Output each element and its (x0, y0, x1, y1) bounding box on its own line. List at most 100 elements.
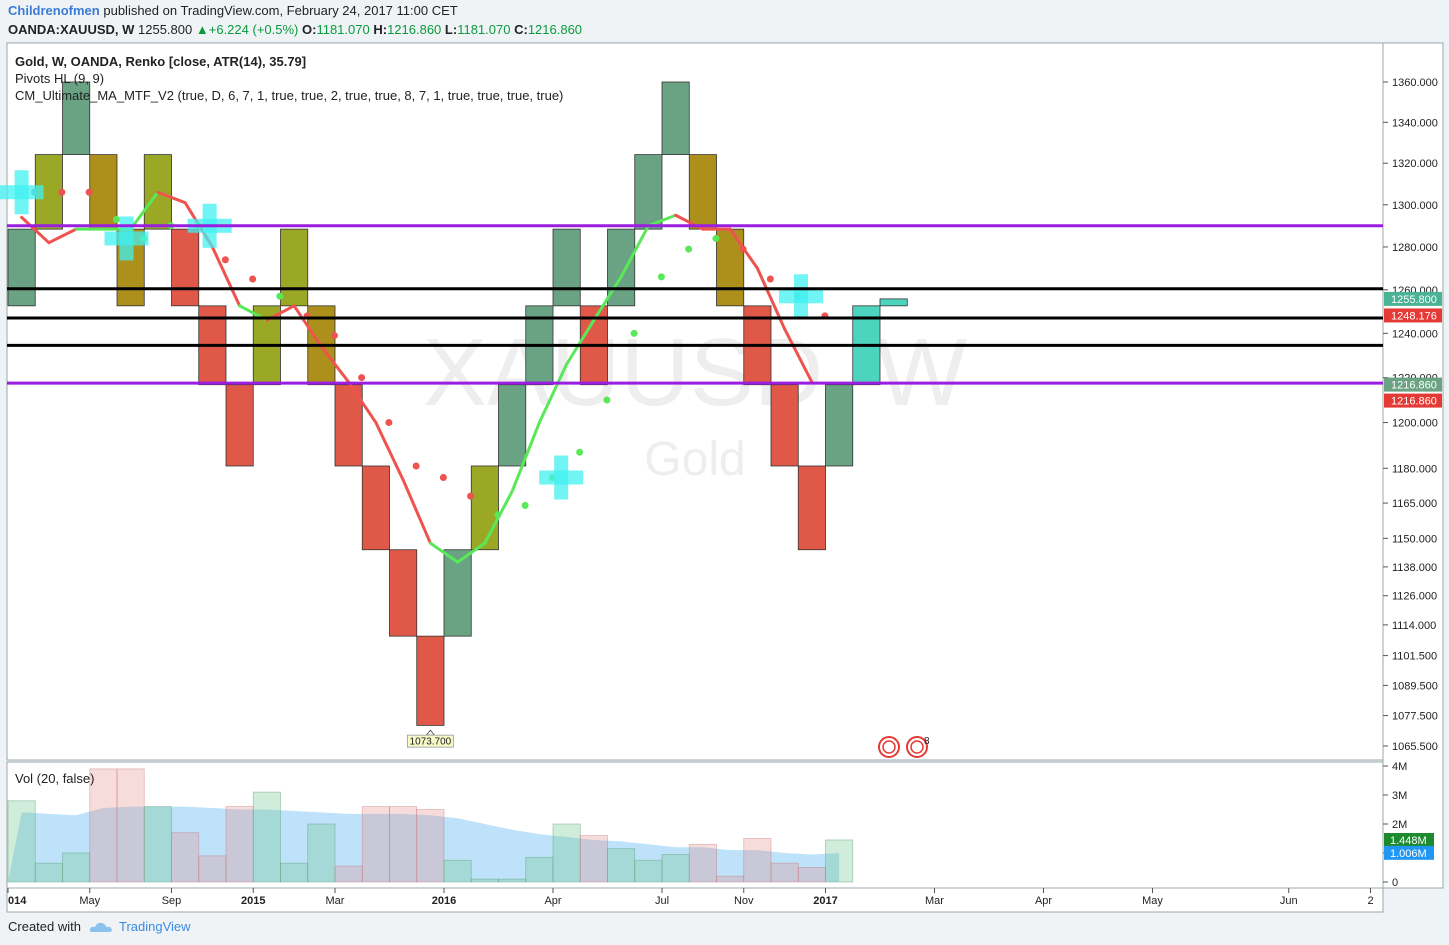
volume-tick-label: 0 (1392, 877, 1398, 889)
renko-brick (879, 298, 908, 307)
pivot-dot (576, 448, 584, 456)
price-tick-label: 1065.500 (1392, 741, 1438, 753)
flag-event-icon-2[interactable] (906, 736, 928, 758)
volume-bar (634, 859, 663, 883)
close-label: C: (514, 22, 528, 37)
low-marker: 1073.700 (406, 729, 454, 748)
price-tick-label: 1165.000 (1392, 498, 1437, 510)
renko-brick (89, 154, 118, 230)
open-label: O: (302, 22, 317, 37)
event-count: 8 (924, 736, 930, 747)
volume-bar (252, 791, 281, 883)
price-tick-label: 1101.500 (1392, 651, 1437, 663)
pivot-dot (276, 292, 284, 300)
price-tag-label: 1255.800 (1391, 294, 1437, 306)
ma-segment (592, 275, 623, 322)
ma-segment (510, 421, 541, 493)
volume-bar (716, 875, 745, 883)
time-tick-label: Apr (544, 895, 561, 907)
volume-bar (607, 848, 636, 883)
renko-brick (770, 384, 799, 467)
ma-segment (374, 421, 405, 482)
low-tag-bg (406, 734, 454, 748)
price-tick-label: 1126.000 (1392, 591, 1437, 603)
ma-segment (20, 215, 51, 245)
footer: Created with TradingView (8, 919, 191, 934)
volume-bar (361, 806, 390, 883)
symbol-info: OANDA:XAUUSD, W 1255.800 ▲+6.224 (+0.5%)… (8, 22, 582, 37)
renko-brick (334, 384, 363, 467)
volume-tick-label: 2M (1392, 819, 1407, 831)
time-axis[interactable] (6, 887, 1384, 913)
horizontal-lines (7, 224, 1383, 385)
volume-bar (770, 862, 799, 883)
volume-bar (34, 862, 63, 883)
cross-marker-v (793, 274, 808, 319)
cross-marker-v (554, 455, 569, 500)
cross-marker-v (14, 170, 29, 215)
pivot-dot (467, 492, 475, 500)
pivot-dot (712, 234, 720, 242)
volume-bar (225, 806, 254, 883)
ma-segment (401, 478, 432, 545)
tradingview-cloud-icon (89, 922, 112, 932)
close-value: 1216.860 (527, 22, 583, 37)
ma-segment (292, 304, 323, 349)
price-tick-label: 1240.000 (1392, 328, 1438, 340)
pivot-dot (439, 474, 447, 482)
tradingview-link[interactable]: TradingView (118, 919, 191, 934)
author-link[interactable]: Childrenofmen (8, 3, 100, 18)
time-tick-label: May (1142, 895, 1163, 907)
renko-brick (797, 465, 826, 551)
ma-segment (537, 362, 569, 425)
flag-event-icon[interactable] (878, 736, 900, 758)
renko-brick (552, 228, 581, 307)
price-tick-label: 1200.000 (1392, 418, 1438, 430)
volume-tag-label: 1.006M (1390, 848, 1427, 860)
renko-brick (470, 465, 499, 551)
pivot-dot (330, 332, 338, 340)
pivot-dot (685, 245, 693, 253)
volume-bar (198, 855, 227, 883)
pivot-dot (385, 419, 393, 427)
ma-segment (129, 190, 160, 231)
legend-ma[interactable]: CM_Ultimate_MA_MTF_V2 (true, D, 6, 7, 1,… (15, 88, 563, 103)
price-axis[interactable] (1382, 42, 1444, 889)
volume-bar (661, 854, 690, 883)
time-tick-label: 2 (1367, 895, 1373, 907)
watermark-name: Gold (644, 433, 745, 486)
pivot-dot (249, 275, 257, 283)
time-tick-label: 014 (8, 895, 27, 907)
low-value: 1181.070 (457, 22, 511, 37)
pivot-dot (739, 245, 747, 253)
volume-bar (498, 878, 527, 883)
pivot-dot (85, 188, 93, 196)
low-tag-label: 1073.700 (410, 737, 452, 748)
renko-brick (62, 81, 91, 155)
ma-segment (783, 327, 814, 384)
renko-brick (171, 228, 200, 307)
symbol-name: OANDA:XAUUSD, W (8, 22, 135, 37)
legend-pivots[interactable]: Pivots HL (9, 9) (15, 71, 104, 86)
volume-bar (525, 856, 554, 883)
price-tick-label: 1089.500 (1392, 680, 1438, 692)
up-arrow-icon: ▲ (195, 22, 209, 37)
price-tag-label: 1216.860 (1391, 380, 1437, 392)
high-label: H: (373, 22, 388, 37)
renko-brick (280, 228, 309, 307)
time-tick-label: 2017 (813, 895, 837, 907)
pivot-dot (494, 511, 502, 519)
ma-segment (319, 345, 351, 384)
volume-tag-label: 1.448M (1390, 835, 1427, 847)
ma-segment (565, 318, 596, 366)
renko-brick (416, 635, 445, 726)
volume-tick-label: 3M (1392, 790, 1407, 802)
renko-brick (143, 154, 172, 230)
renko-brick (443, 549, 472, 637)
legend-series[interactable]: Gold, W, OANDA, Renko [close, ATR(14), 3… (15, 54, 306, 69)
volume-legend[interactable]: Vol (20, false) (15, 771, 95, 786)
last-price: 1255.800 (138, 22, 193, 37)
pivot-dot (112, 215, 120, 223)
